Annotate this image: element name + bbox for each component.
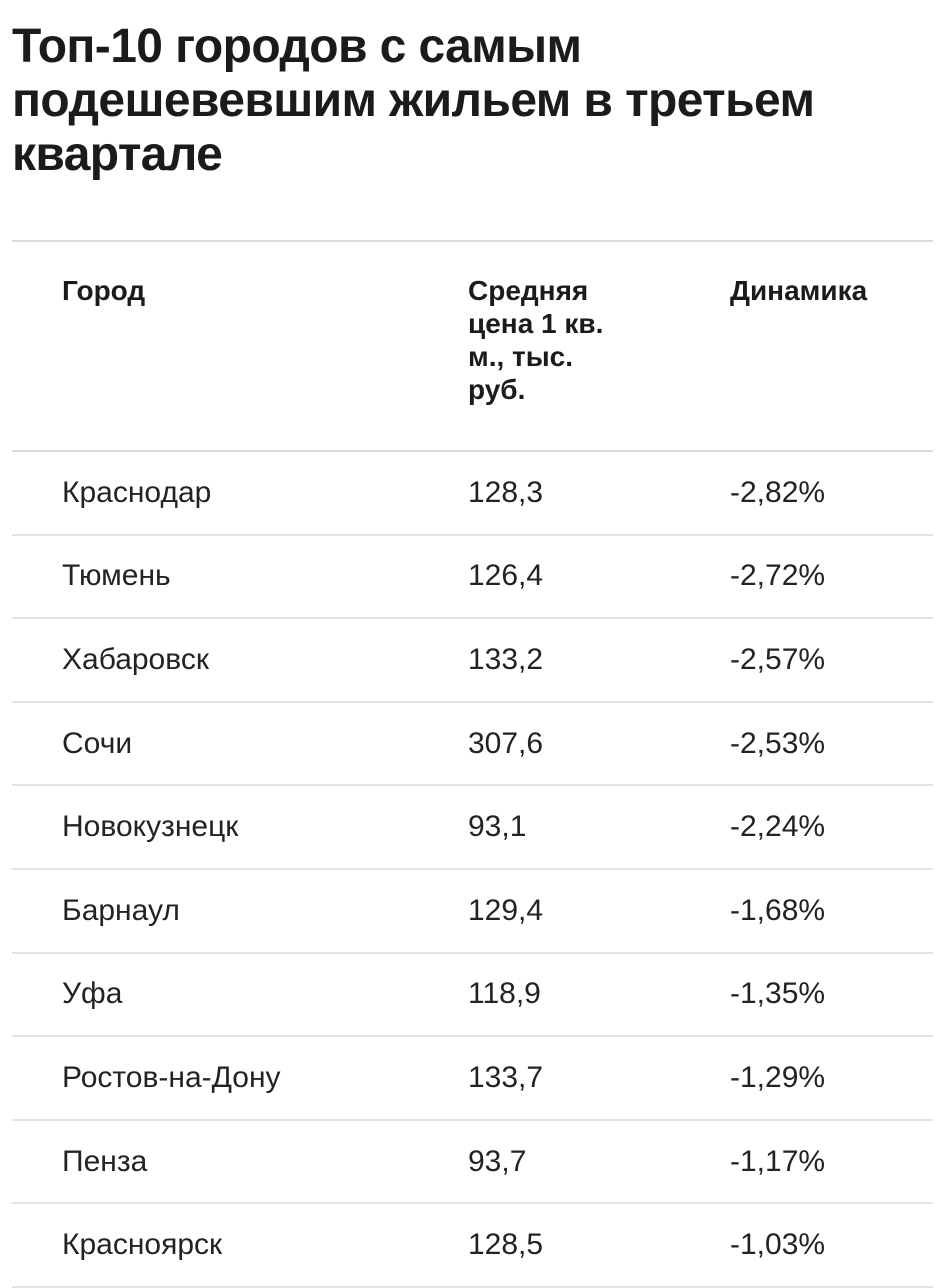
table-header-row: Город Средняя цена 1 кв. м., тыс. руб. Д… <box>12 242 933 452</box>
city-cell: Хабаровск <box>62 642 209 676</box>
column-header-dynamics: Динамика <box>730 275 868 306</box>
table-row: Новокузнецк 93,1 -2,24% <box>12 786 933 870</box>
price-cell: 126,4 <box>468 559 544 593</box>
page-title: Топ-10 городов с самым подешевевшим жиль… <box>12 20 815 181</box>
city-cell: Барнаул <box>62 893 180 927</box>
price-cell: 129,4 <box>468 893 544 927</box>
column-header-price-label: Средняя цена 1 кв. м., тыс. руб. <box>468 275 604 405</box>
price-cell: 133,2 <box>468 642 544 676</box>
table-body: Краснодар 128,3 -2,82% Тюмень 126,4 -2,7… <box>12 452 933 1288</box>
dynamics-cell: -2,24% <box>730 810 826 844</box>
table-row: Сочи 307,6 -2,53% <box>12 703 933 787</box>
dynamics-cell: -1,68% <box>730 893 826 927</box>
table-row: Красноярск 128,5 -1,03% <box>12 1204 933 1288</box>
table-row: Краснодар 128,3 -2,82% <box>12 452 933 536</box>
price-cell: 128,5 <box>468 1228 544 1262</box>
city-cell: Уфа <box>62 977 123 1011</box>
price-cell: 307,6 <box>468 726 544 760</box>
price-cell: 93,1 <box>468 810 527 844</box>
price-cell: 128,3 <box>468 475 544 509</box>
dynamics-cell: -1,35% <box>730 977 826 1011</box>
table-row: Уфа 118,9 -1,35% <box>12 954 933 1038</box>
city-cell: Новокузнецк <box>62 810 239 844</box>
price-cell: 93,7 <box>468 1144 527 1178</box>
table-row: Барнаул 129,4 -1,68% <box>12 870 933 954</box>
dynamics-cell: -1,03% <box>730 1228 826 1262</box>
city-cell: Красноярск <box>62 1228 223 1262</box>
dynamics-cell: -2,53% <box>730 726 826 760</box>
table-row: Тюмень 126,4 -2,72% <box>12 536 933 620</box>
city-cell: Сочи <box>62 726 133 760</box>
table-row: Ростов-на-Дону 133,7 -1,29% <box>12 1037 933 1121</box>
dynamics-cell: -2,72% <box>730 559 826 593</box>
column-header-city: Город <box>62 275 146 306</box>
table-row: Хабаровск 133,2 -2,57% <box>12 619 933 703</box>
column-header-price: Средняя цена 1 кв. м., тыс. руб. <box>468 274 730 406</box>
table-row: Пенза 93,7 -1,17% <box>12 1121 933 1205</box>
dynamics-cell: -2,82% <box>730 475 826 509</box>
price-cell: 118,9 <box>468 977 541 1011</box>
city-cell: Ростов-на-Дону <box>62 1060 281 1094</box>
city-cell: Краснодар <box>62 475 212 509</box>
dynamics-cell: -2,57% <box>730 642 826 676</box>
cities-price-table: Город Средняя цена 1 кв. м., тыс. руб. Д… <box>12 240 933 1288</box>
dynamics-cell: -1,17% <box>730 1144 826 1178</box>
city-cell: Тюмень <box>62 559 171 593</box>
city-cell: Пенза <box>62 1144 148 1178</box>
price-cell: 133,7 <box>468 1060 544 1094</box>
dynamics-cell: -1,29% <box>730 1060 826 1094</box>
